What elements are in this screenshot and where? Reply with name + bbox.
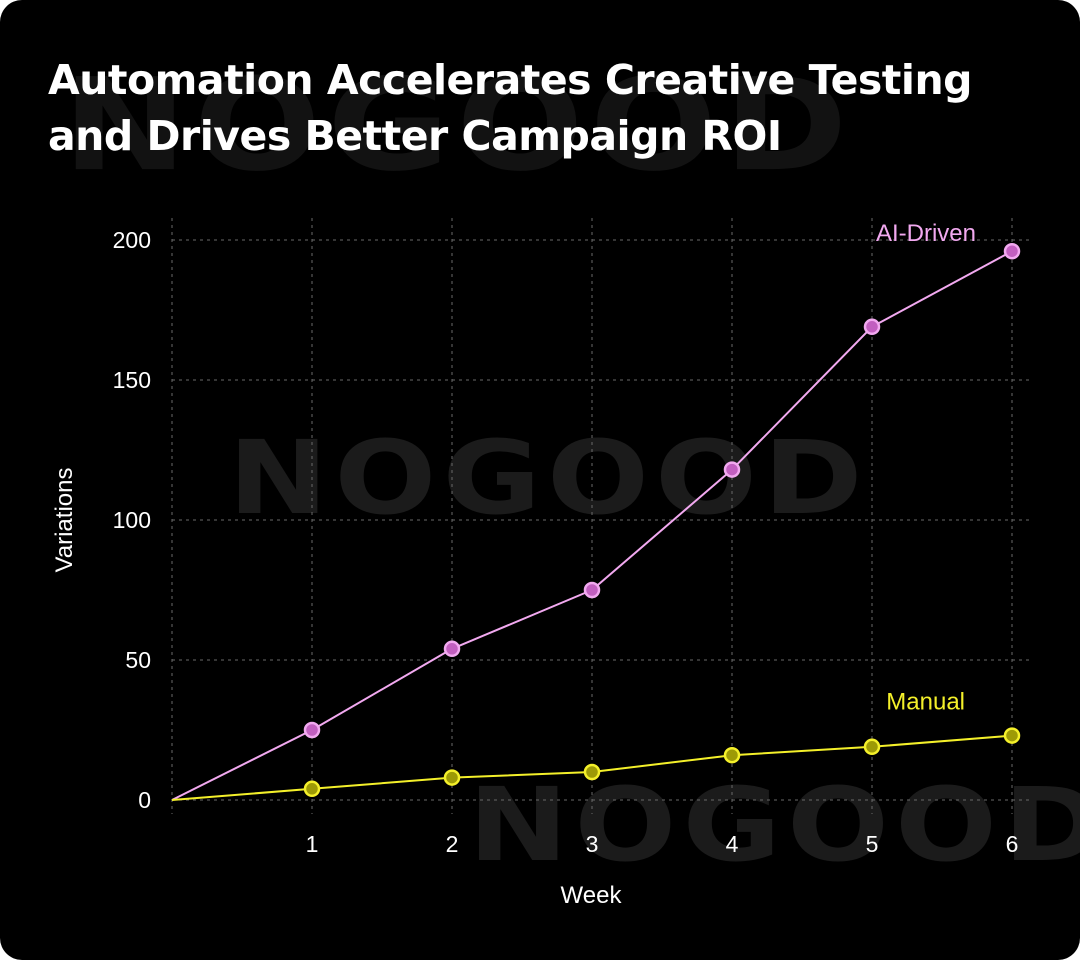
x-tick-label: 2 bbox=[446, 831, 459, 857]
x-tick-label: 4 bbox=[726, 831, 739, 857]
y-tick-label: 200 bbox=[113, 227, 151, 253]
chart-title-line-2: and Drives Better Campaign ROI bbox=[48, 112, 782, 160]
data-point-ai-driven bbox=[443, 640, 461, 658]
x-axis-ticks: 1 2 3 4 5 6 bbox=[306, 831, 1019, 857]
data-point-manual bbox=[583, 763, 601, 781]
watermark-logo-bottom: NOGOOD bbox=[468, 766, 1080, 885]
data-point-ai-driven bbox=[863, 318, 881, 336]
y-axis-ticks: 0 50 100 150 200 bbox=[113, 227, 151, 813]
data-point-manual bbox=[1003, 727, 1021, 744]
data-point-manual bbox=[863, 738, 881, 756]
x-tick-label: 6 bbox=[1006, 831, 1019, 857]
x-tick-label: 1 bbox=[306, 831, 319, 857]
x-tick-label: 3 bbox=[586, 831, 599, 857]
series: AI-Driven Manual bbox=[171, 220, 1021, 801]
data-point-manual bbox=[443, 769, 461, 786]
watermark-logo-top: NOGOOD bbox=[62, 51, 854, 200]
x-tick-label: 5 bbox=[866, 831, 879, 857]
chart-title: Automation Accelerates Creative Testing … bbox=[48, 52, 1048, 164]
data-point-ai-driven bbox=[1003, 242, 1021, 260]
series-ai-driven: AI-Driven bbox=[171, 220, 1021, 801]
x-axis-title: Week bbox=[561, 882, 623, 909]
data-point-manual bbox=[303, 780, 321, 798]
y-tick-label: 100 bbox=[113, 507, 151, 533]
y-tick-label: 0 bbox=[138, 787, 151, 813]
y-axis-title: Variations bbox=[51, 468, 78, 573]
series-label-manual: Manual bbox=[886, 689, 965, 716]
data-point-ai-driven bbox=[583, 581, 601, 599]
data-point-ai-driven bbox=[723, 461, 741, 478]
y-tick-label: 150 bbox=[113, 367, 151, 393]
y-tick-label: 50 bbox=[125, 647, 151, 673]
data-point-manual bbox=[723, 746, 741, 764]
series-label-ai-driven: AI-Driven bbox=[876, 220, 976, 247]
chart-title-line-1: Automation Accelerates Creative Testing bbox=[48, 56, 973, 104]
series-manual: Manual bbox=[171, 689, 1021, 801]
grid bbox=[171, 218, 1032, 814]
data-point-ai-driven bbox=[303, 721, 321, 739]
